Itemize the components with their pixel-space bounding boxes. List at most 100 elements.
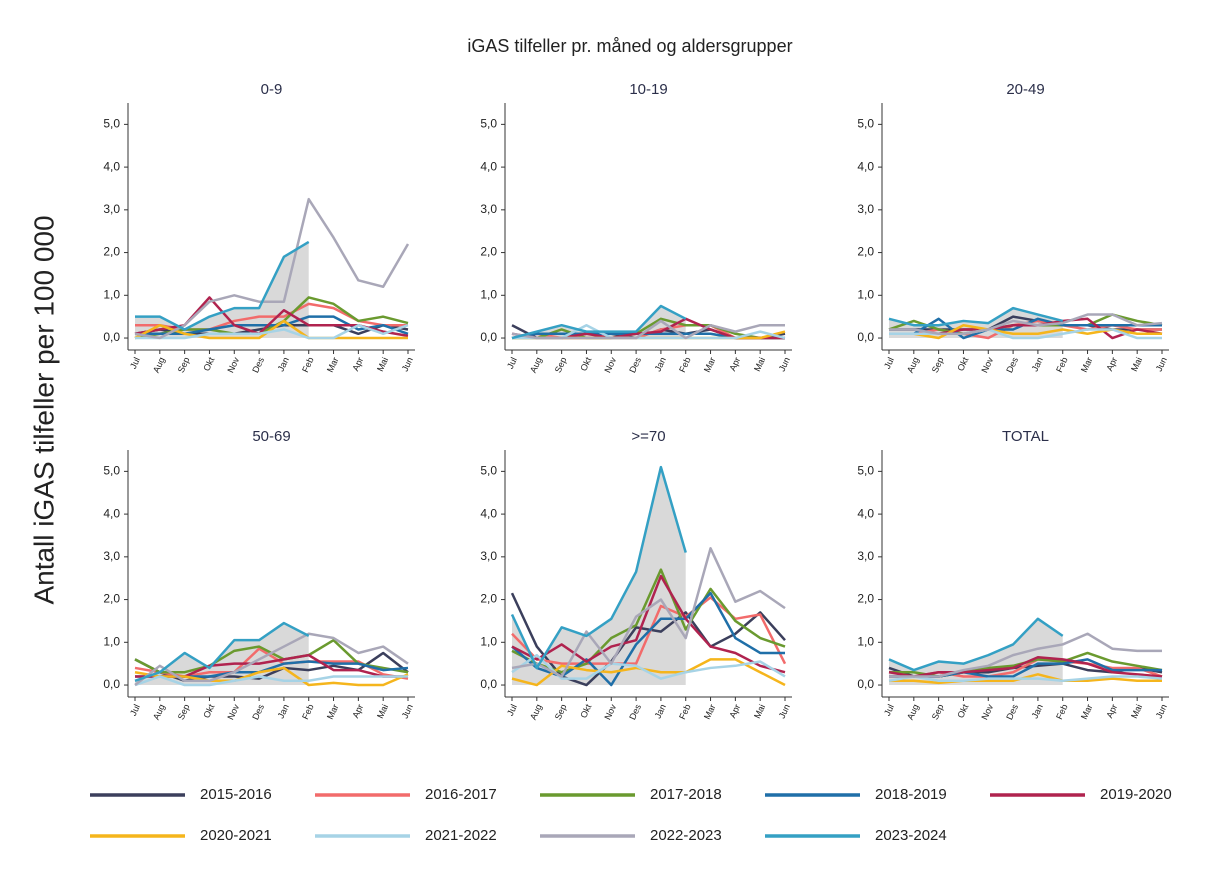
y-tick-label: 5,0	[857, 117, 874, 131]
panel-title: 20-49	[1006, 81, 1044, 98]
series-line	[134, 621, 310, 682]
y-tick-label: 5,0	[103, 117, 120, 131]
y-tick-label: 0,0	[480, 330, 497, 344]
y-tick-label: 2,0	[857, 245, 874, 259]
x-tick-label: Nov	[602, 702, 618, 721]
series-line	[134, 666, 409, 687]
series-line	[888, 306, 1064, 327]
y-tick-label: 4,0	[857, 506, 874, 520]
x-tick-label: Jan	[653, 356, 668, 373]
x-tick-label: Okt	[578, 355, 593, 372]
legend-label: 2017-2018	[650, 786, 722, 803]
x-tick-label: Des	[250, 702, 266, 721]
series-line	[511, 658, 786, 687]
x-tick-label: Apr	[350, 356, 365, 373]
x-tick-label: Mai	[752, 703, 767, 720]
x-tick-label: Jul	[128, 356, 142, 371]
x-tick-label: Aug	[528, 703, 544, 722]
y-tick-label: 3,0	[103, 202, 120, 216]
y-tick-label: 1,0	[480, 287, 497, 301]
x-tick-label: Feb	[300, 356, 316, 374]
x-tick-label: Jan	[276, 356, 291, 373]
legend-label: 2016-2017	[425, 786, 497, 803]
x-tick-label: Jan	[653, 703, 668, 720]
y-tick-label: 4,0	[480, 159, 497, 173]
x-tick-label: Des	[250, 355, 266, 374]
x-tick-label: Jul	[505, 703, 519, 718]
x-tick-label: Aug	[905, 356, 921, 375]
x-tick-label: Feb	[677, 356, 693, 374]
series-line	[135, 240, 310, 331]
y-tick-label: 5,0	[480, 464, 497, 478]
x-tick-label: Aug	[905, 703, 921, 722]
series-line	[512, 317, 785, 340]
y-tick-label: 4,0	[857, 159, 874, 173]
y-tick-label: 2,0	[857, 592, 874, 606]
x-tick-label: Apr	[727, 356, 742, 373]
x-tick-label: Aug	[528, 356, 544, 375]
series-line	[888, 675, 1163, 683]
series-line	[511, 596, 787, 665]
series-line	[888, 656, 1163, 678]
x-tick-label: Mar	[325, 703, 341, 721]
y-tick-label: 1,0	[857, 287, 874, 301]
series-line	[134, 632, 409, 687]
legend-label: 2023-2024	[875, 827, 947, 844]
x-tick-label: Aug	[151, 703, 167, 722]
y-axis-label: Antall iGAS tilfeller per 100 000	[28, 215, 59, 604]
series-line	[135, 302, 408, 331]
x-tick-label: Jun	[777, 703, 792, 720]
x-tick-label: Okt	[955, 702, 970, 719]
series-line	[889, 313, 1163, 336]
y-tick-label: 0,0	[857, 330, 874, 344]
y-tick-label: 3,0	[480, 549, 497, 563]
x-tick-label: Okt	[578, 702, 593, 719]
panel-title: >=70	[631, 428, 665, 445]
x-tick-label: Mar	[1079, 356, 1095, 374]
y-tick-label: 0,0	[480, 677, 497, 691]
y-tick-label: 1,0	[103, 634, 120, 648]
x-tick-label: Nov	[602, 355, 618, 374]
series-line	[511, 304, 687, 340]
legend-label: 2022-2023	[650, 827, 722, 844]
x-tick-label: Des	[627, 702, 643, 721]
x-tick-label: Feb	[1054, 703, 1070, 721]
series-line	[511, 568, 786, 674]
series-line	[511, 547, 786, 678]
panel-title: 50-69	[252, 428, 290, 445]
x-tick-label: Jun	[1154, 356, 1169, 373]
area	[512, 467, 686, 686]
area	[135, 241, 309, 339]
x-tick-label: Jun	[1154, 703, 1169, 720]
x-tick-label: Des	[1004, 355, 1020, 374]
y-tick-label: 4,0	[480, 506, 497, 520]
x-tick-label: Jun	[777, 356, 792, 373]
series-line	[510, 465, 687, 670]
x-tick-label: Apr	[727, 703, 742, 720]
x-tick-label: Jul	[882, 356, 896, 371]
y-tick-label: 2,0	[480, 592, 497, 606]
x-tick-label: Sep	[176, 703, 192, 722]
x-tick-label: Jan	[1030, 356, 1045, 373]
legend-label: 2015-2016	[200, 786, 272, 803]
x-tick-label: Jul	[128, 703, 142, 718]
x-tick-label: Jul	[505, 356, 519, 371]
x-tick-label: Feb	[1054, 356, 1070, 374]
y-tick-label: 3,0	[480, 202, 497, 216]
x-tick-label: Jan	[1030, 703, 1045, 720]
x-tick-label: Nov	[979, 702, 995, 721]
y-tick-label: 0,0	[103, 677, 120, 691]
series-line	[134, 296, 409, 340]
x-tick-label: Jul	[882, 703, 896, 718]
x-tick-label: Jan	[276, 703, 291, 720]
x-tick-label: Mai	[375, 703, 390, 720]
x-tick-label: Mai	[752, 356, 767, 373]
legend-label: 2018-2019	[875, 786, 947, 803]
y-tick-label: 1,0	[857, 634, 874, 648]
y-tick-label: 1,0	[103, 287, 120, 301]
y-tick-label: 4,0	[103, 159, 120, 173]
panel-title: 10-19	[629, 81, 667, 98]
y-tick-label: 2,0	[103, 592, 120, 606]
legend-label: 2019-2020	[1100, 786, 1172, 803]
y-tick-label: 5,0	[857, 464, 874, 478]
